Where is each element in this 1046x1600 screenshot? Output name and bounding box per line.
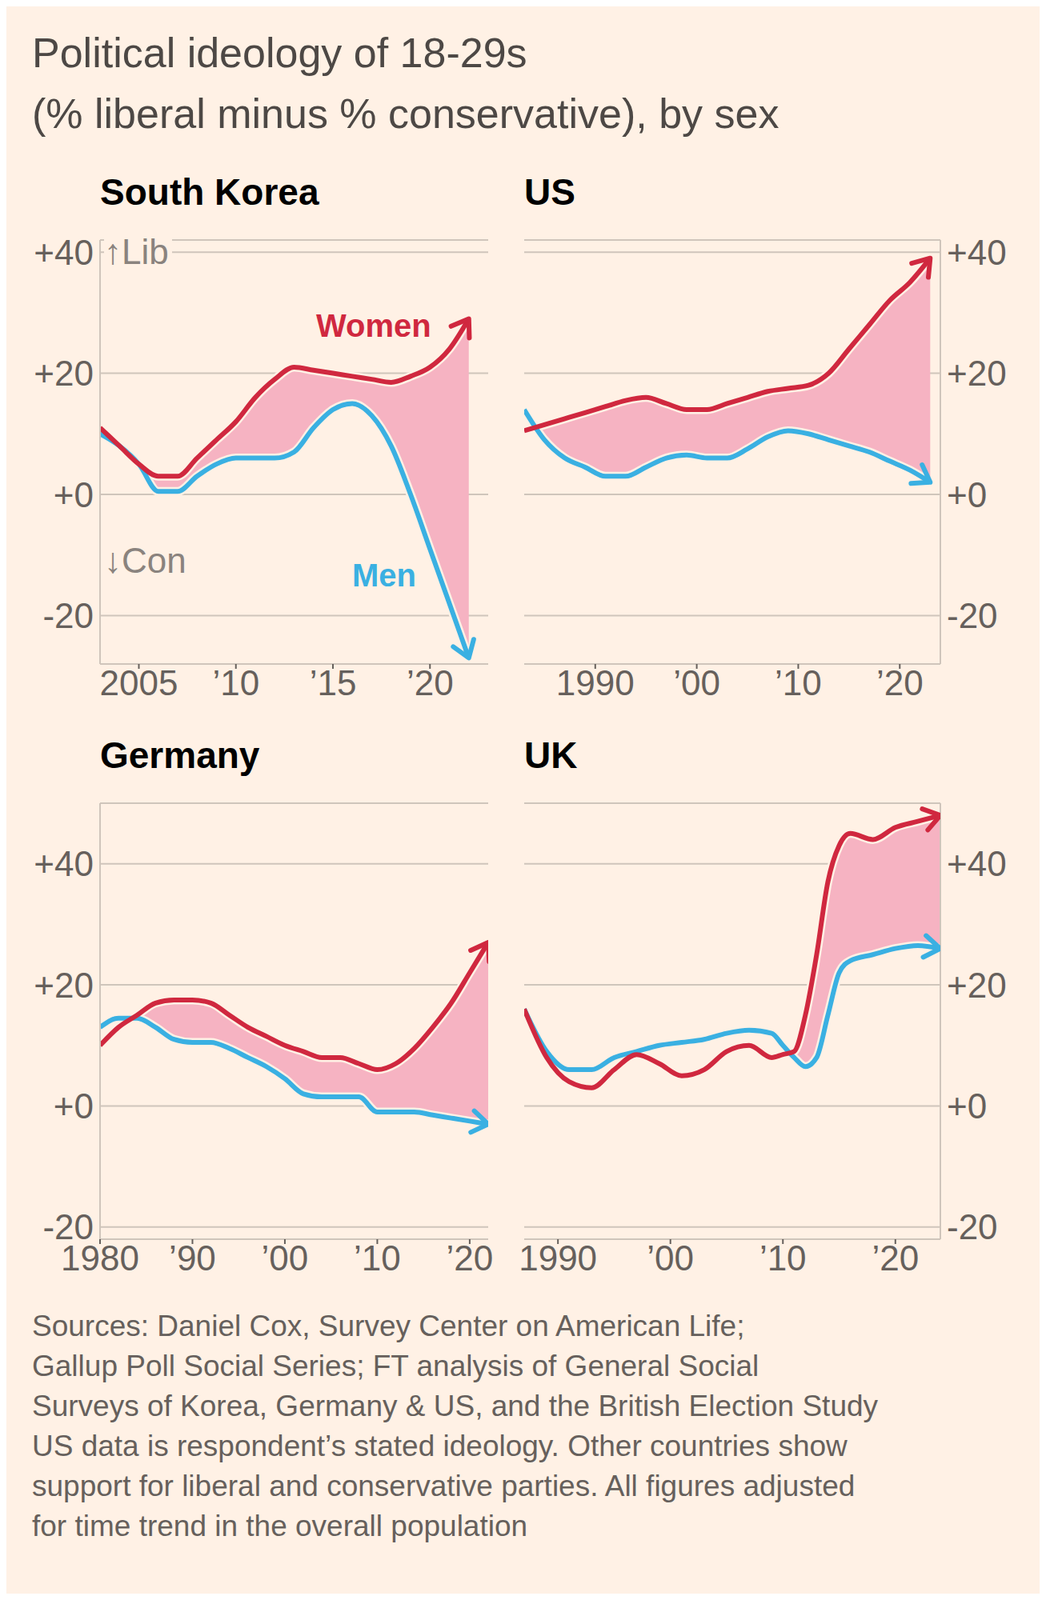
svg-text:+20: +20 <box>33 965 94 1006</box>
html-text:Sources: Daniel Cox, Survey Ce: Sources: Daniel Cox, Survey Center on Am… <box>32 1310 745 1343</box>
svg-text:’10: ’10 <box>353 1238 401 1279</box>
html-text:↓Con: ↓Con <box>104 541 187 581</box>
svg-text:’10: ’10 <box>774 663 822 703</box>
html-text:US data is respondent’s stated: US data is respondent’s stated ideology.… <box>32 1430 848 1463</box>
svg-text:’20: ’20 <box>871 1238 919 1279</box>
svg-text:+0: +0 <box>53 475 94 515</box>
svg-text:+0: +0 <box>946 475 987 515</box>
svg-text:+40: +40 <box>33 844 94 884</box>
svg-text:2005: 2005 <box>100 663 179 703</box>
svg-text:’00: ’00 <box>673 663 721 703</box>
html-text:support for liberal and conser: support for liberal and conservative par… <box>32 1470 855 1503</box>
svg-text:’20: ’20 <box>446 1238 494 1279</box>
svg-text:-20: -20 <box>946 596 998 636</box>
svg-text:’10: ’10 <box>759 1238 807 1279</box>
svg-text:’00: ’00 <box>261 1238 309 1279</box>
svg-text:+40: +40 <box>33 232 94 273</box>
svg-text:’15: ’15 <box>309 663 357 703</box>
svg-text:’10: ’10 <box>212 663 260 703</box>
html-text:↑Lib: ↑Lib <box>104 232 169 272</box>
svg-text:1990: 1990 <box>518 1238 598 1279</box>
svg-text:+0: +0 <box>946 1086 987 1127</box>
svg-text:+40: +40 <box>946 844 1007 884</box>
html-text:Political ideology of 18-29s: Political ideology of 18-29s <box>32 29 528 77</box>
svg-text:1990: 1990 <box>556 663 635 703</box>
svg-text:+20: +20 <box>946 965 1007 1006</box>
html-text:Germany: Germany <box>100 734 260 777</box>
svg-text:1980: 1980 <box>60 1239 140 1279</box>
svg-text:+0: +0 <box>53 1086 94 1127</box>
html-text:Gallup Poll Social Series; FT: Gallup Poll Social Series; FT analysis o… <box>32 1350 759 1383</box>
html-text:for time trend in the overall: for time trend in the overall population <box>32 1510 528 1543</box>
svg-text:’90: ’90 <box>168 1238 217 1279</box>
html-text:Men: Men <box>352 557 417 594</box>
html-text:(% liberal minus % conservativ: (% liberal minus % conservative), by sex <box>32 90 780 137</box>
html-text:Surveys of Korea, Germany & US: Surveys of Korea, Germany & US, and the … <box>32 1390 879 1423</box>
svg-text:-20: -20 <box>42 596 94 636</box>
svg-text:+20: +20 <box>946 353 1007 393</box>
svg-text:’20: ’20 <box>406 663 454 703</box>
svg-text:-20: -20 <box>42 1207 94 1247</box>
html-text:South Korea: South Korea <box>100 171 319 213</box>
svg-text:-20: -20 <box>946 1207 998 1247</box>
svg-text:+20: +20 <box>33 353 94 393</box>
html-text:Women: Women <box>316 308 432 344</box>
svg-text:+40: +40 <box>946 232 1007 273</box>
svg-text:’00: ’00 <box>646 1238 694 1279</box>
svg-text:’20: ’20 <box>876 663 924 703</box>
html-text:US: US <box>524 171 576 213</box>
html-text:UK: UK <box>524 734 578 777</box>
